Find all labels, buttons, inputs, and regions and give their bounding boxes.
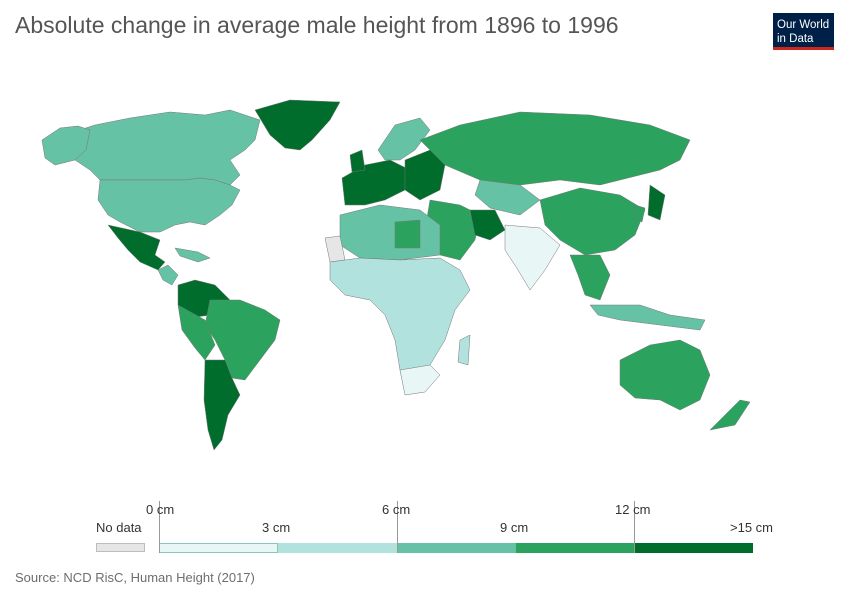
legend-no-data-label: No data <box>96 520 142 535</box>
legend-bin-0-3 <box>159 543 278 553</box>
region-brazil[interactable] <box>204 299 281 381</box>
legend-tick-12 <box>634 501 635 553</box>
legend-bin-3-6 <box>278 543 397 553</box>
legend-bin-12-15 <box>634 543 753 553</box>
legend-label-0: 0 cm <box>146 502 175 517</box>
owid-logo[interactable]: Our World in Data <box>773 13 834 50</box>
region-usa[interactable] <box>97 177 241 233</box>
region-iran[interactable] <box>469 209 506 241</box>
region-north-africa[interactable] <box>339 204 441 261</box>
region-korea[interactable] <box>633 204 646 223</box>
region-british-isles[interactable] <box>349 149 366 173</box>
region-china[interactable] <box>539 187 646 256</box>
region-madagascar[interactable] <box>457 334 471 366</box>
region-new-zealand[interactable] <box>709 399 751 431</box>
region-caribbean[interactable] <box>174 247 211 263</box>
region-alaska[interactable] <box>41 125 91 166</box>
source-note[interactable]: Source: NCD RisC, Human Height (2017) <box>15 570 255 585</box>
region-southern-cone[interactable] <box>203 359 241 451</box>
region-japan[interactable] <box>647 184 666 221</box>
region-australia[interactable] <box>619 339 711 411</box>
region-libya[interactable] <box>394 219 421 249</box>
legend-bin-9-12 <box>516 543 634 553</box>
region-greenland[interactable] <box>254 99 341 151</box>
legend-label-12: 12 cm <box>615 502 651 517</box>
region-mexico[interactable] <box>107 224 166 271</box>
logo-line-1: Our World <box>777 19 830 31</box>
legend-label-9: 9 cm <box>500 520 529 535</box>
legend-bin-6-9 <box>397 543 516 553</box>
region-south-asia[interactable] <box>504 224 561 291</box>
legend-no-data-swatch <box>96 543 145 552</box>
chart-title: Absolute change in average male height f… <box>15 12 619 38</box>
color-legend: No data 0 cm 3 cm 6 cm 9 cm 12 cm >15 cm <box>0 495 850 565</box>
region-indonesia[interactable] <box>589 304 706 331</box>
region-southeast-asia[interactable] <box>569 254 611 301</box>
legend-tick-6 <box>397 501 398 553</box>
legend-tick-0 <box>159 501 160 553</box>
legend-label-15: >15 cm <box>730 520 773 535</box>
world-map <box>41 99 751 451</box>
region-central-asia[interactable] <box>474 179 541 216</box>
logo-line-2: in Data <box>777 33 814 45</box>
region-russia[interactable] <box>419 111 691 186</box>
legend-label-3: 3 cm <box>262 520 291 535</box>
region-southern-africa[interactable] <box>399 364 441 396</box>
region-central-america[interactable] <box>157 264 179 286</box>
legend-label-6: 6 cm <box>382 502 411 517</box>
region-sub-saharan-africa[interactable] <box>329 257 471 393</box>
